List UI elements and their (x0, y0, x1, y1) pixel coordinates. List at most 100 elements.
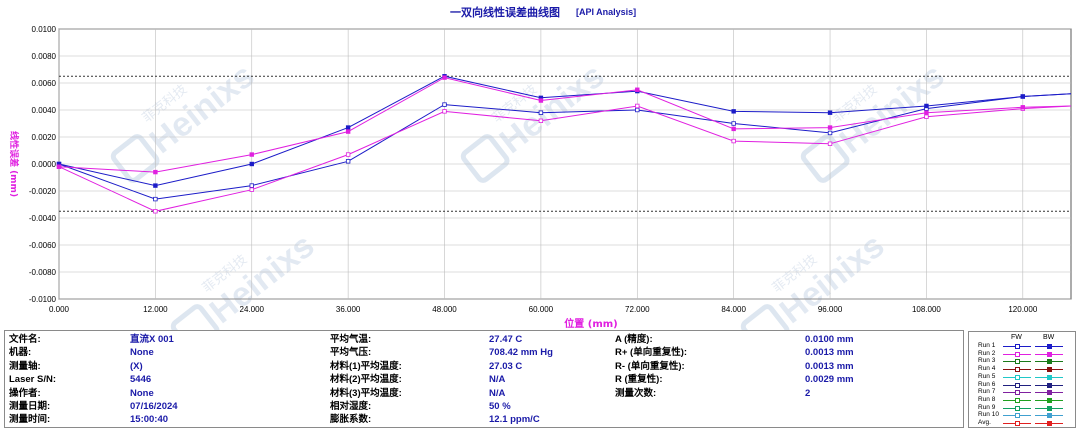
legend-entry: Run 6 (969, 381, 1075, 389)
legend-marker-swatch (1047, 344, 1052, 349)
legend-marker-swatch (1047, 413, 1052, 419)
legend-marker-swatch (1047, 397, 1052, 403)
info-row: 材料(3)平均温度: N/A (5, 387, 955, 400)
series-point (345, 152, 351, 157)
y-tick-label: 0.0100 (32, 25, 57, 34)
series-point (153, 183, 158, 188)
x-tick-label: 36.000 (336, 305, 361, 314)
info-value: None (130, 347, 154, 359)
legend-marker-swatch (1015, 359, 1020, 365)
chart-subtitle: [API Analysis] (576, 7, 636, 17)
grid-lines (58, 28, 1071, 300)
series-point (249, 187, 254, 192)
info-row: 材料(1)平均温度: 27.03 C (5, 360, 955, 373)
x-tick-label: 12.000 (143, 305, 168, 314)
series-point (153, 209, 158, 214)
legend-entry: Run 5 (969, 373, 1075, 381)
series-point (538, 118, 544, 123)
legend-entry-name: Run 2 (978, 349, 996, 357)
x-axis-ticks: 0.000 12.000 24.000 36.000 48.000 60.000 72.00… (49, 305, 1038, 314)
info-label: 测量日期: (9, 401, 51, 412)
info-label: 测量轴: (9, 360, 41, 372)
legend-marker-swatch (1015, 344, 1020, 349)
series-point (345, 159, 351, 164)
info-value: 50 % (489, 401, 511, 412)
info-row: R (重复性): 0.0029 mm (5, 373, 955, 386)
info-row: 相对湿度: 50 % (5, 400, 955, 413)
series-point (345, 129, 351, 134)
info-label: A (精度): (615, 334, 653, 345)
legend-entry: Avg. (969, 419, 1075, 427)
info-value: (X) (130, 360, 143, 372)
y-tick-label: -0.0020 (29, 187, 57, 196)
info-value: 27.47 C (489, 334, 523, 345)
series-layer (56, 74, 1072, 214)
legend-entry-name: Run 1 (978, 342, 996, 349)
series-point (442, 75, 447, 80)
series-point (1020, 105, 1026, 110)
series-point (924, 110, 929, 115)
y-tick-label: -0.0060 (29, 241, 57, 250)
series-line (58, 93, 1072, 200)
info-label: 操作者: (9, 387, 41, 399)
info-label: 平均气温: (330, 334, 372, 345)
series-point (442, 109, 447, 114)
info-label: 测量次数: (615, 387, 657, 399)
x-tick-label: 120.000 (1008, 305, 1037, 314)
legend-entry-name: Run 9 (978, 403, 996, 411)
series-line (58, 75, 1072, 187)
measurement-info-panel: 文件名: 直流X 001 机器: None 测量轴: (X) Laser S/N: 5446 操… (4, 330, 964, 428)
legend-header-fw: FW (1011, 334, 1022, 341)
info-row: 测量时间: 15:00:40 (5, 413, 955, 426)
x-axis-label: 位置 (mm) (564, 317, 617, 330)
series-point (249, 152, 254, 157)
series-point (153, 169, 158, 175)
info-value: 直流X 001 (130, 334, 174, 345)
legend-entry-name: Run 7 (978, 388, 996, 396)
legend-panel: FW BW Run 1 Run 2 Run 3 Run 4 Run 5 Run 6 Run … (968, 331, 1076, 428)
info-label: 相对湿度: (330, 401, 372, 412)
info-value: 15:00:40 (130, 414, 169, 426)
legend-marker-swatch (1047, 390, 1052, 396)
series-point (635, 103, 640, 109)
info-label: 材料(3)平均温度: (330, 387, 402, 399)
info-value: None (130, 387, 154, 399)
legend-marker-swatch (1015, 374, 1020, 380)
series-point (538, 110, 544, 115)
legend-entry-name: Run 4 (978, 365, 996, 373)
series-point (538, 98, 544, 103)
legend-marker-swatch (1047, 421, 1052, 426)
info-value: 0.0013 mm (805, 347, 854, 359)
info-label: 材料(2)平均温度: (330, 374, 402, 386)
series-line (58, 105, 1072, 212)
info-label: 平均气压: (330, 347, 372, 359)
series-point (924, 114, 929, 119)
info-value: 0.0013 mm (805, 360, 854, 372)
info-row: 膨胀系数: 12.1 ppm/C (5, 413, 955, 426)
legend-entry-name: Run 8 (978, 395, 996, 403)
y-tick-label: 0.0060 (32, 79, 57, 88)
info-value: 12.1 ppm/C (489, 414, 540, 426)
legend-marker-swatch (1015, 421, 1020, 426)
info-value: 0.0100 mm (805, 334, 854, 345)
legend-marker-swatch (1047, 351, 1052, 357)
legend-entry-name: Avg. (978, 419, 991, 426)
series-point (153, 196, 158, 202)
y-axis-label: 线性误差 (mm) (8, 131, 20, 197)
info-value: 27.03 C (489, 360, 523, 372)
legend-marker-swatch (1015, 397, 1020, 403)
x-tick-label: 96.000 (818, 305, 843, 314)
legend-marker-swatch (1015, 413, 1020, 419)
legend-header-bw: BW (1043, 334, 1055, 341)
series-point (1020, 94, 1026, 99)
info-row: 平均气压: 708.42 mm Hg (5, 346, 955, 359)
legend-entry: Run 7 (969, 388, 1075, 396)
series-point (345, 125, 351, 130)
legend-entry: Run 2 (969, 350, 1075, 358)
info-row: 操作者: None (5, 387, 955, 400)
info-row: R+ (单向重复性): 0.0013 mm (5, 346, 955, 359)
info-value: 708.42 mm Hg (489, 347, 553, 359)
y-axis-ticks: 0.0100 0.0080 0.0060 0.0040 0.0020 0.0000 -0.0… (29, 25, 57, 304)
info-value: 5446 (130, 374, 152, 386)
x-tick-label: 108.000 (912, 305, 941, 314)
